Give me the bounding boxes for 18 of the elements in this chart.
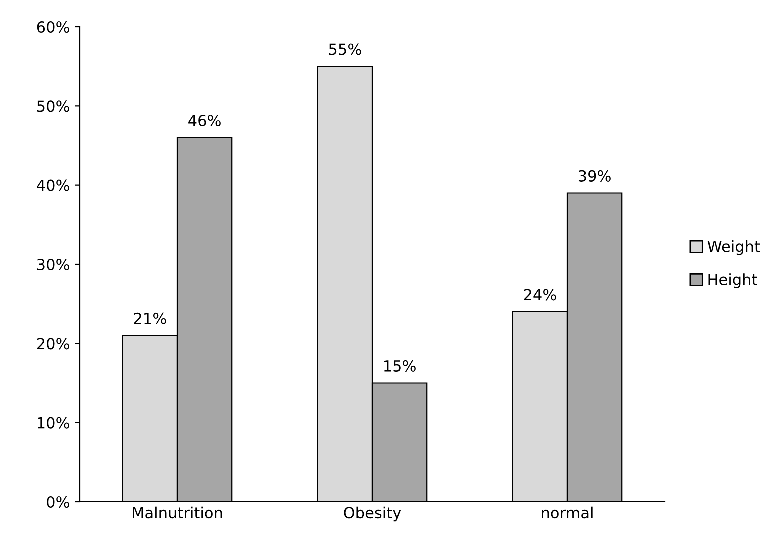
data-label: 21% xyxy=(134,312,166,324)
y-tick-label: 10% xyxy=(38,417,70,429)
y-tick-label: 60% xyxy=(37,21,70,34)
legend-label: Weight xyxy=(708,240,760,256)
legend-label: Height xyxy=(708,274,758,288)
data-label: 55% xyxy=(329,44,362,56)
x-tick-label: Malnutrition xyxy=(133,506,222,519)
x-tick-label: Obesity xyxy=(344,506,402,522)
x-tick-label: normal xyxy=(542,506,593,519)
y-tick-label: 30% xyxy=(37,258,70,271)
y-tick-label: 50% xyxy=(38,100,70,112)
data-label: 24% xyxy=(524,289,556,301)
data-label: 15% xyxy=(384,360,416,372)
data-label: 39% xyxy=(578,170,611,182)
y-tick-label: 40% xyxy=(37,180,70,192)
y-tick-label: 20% xyxy=(37,338,70,350)
y-tick-label: 0% xyxy=(47,496,70,508)
data-label: 46% xyxy=(188,114,221,127)
